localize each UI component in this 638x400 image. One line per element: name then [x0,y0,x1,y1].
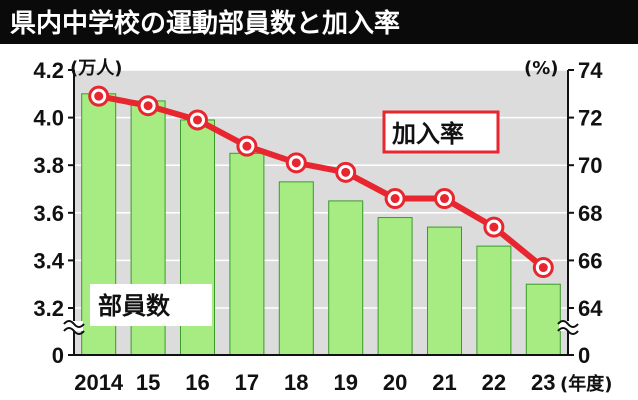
chart-title: 県内中学校の運動部員数と加入率 [10,8,400,39]
left-tick-label: 3.4 [33,248,64,273]
rate-point-inner [341,167,351,177]
axis-break-mark [63,320,85,328]
x-tick-label: 17 [235,370,259,395]
x-tick-label: 18 [284,370,308,395]
left-axis-break [65,321,83,331]
bar [278,181,314,356]
right-tick-label: 68 [578,201,602,226]
line-series-label-box [382,110,500,154]
x-tick-label: 21 [432,370,456,395]
x-tick-label: 19 [333,370,357,395]
axes: 4.2 4.0 3.8 3.6 3.4 3.2 0 74 72 70 68 66 64 0 2014 15 16… [33,58,603,395]
x-tick-label: 22 [482,370,506,395]
right-tick-label: 72 [578,106,602,131]
left-tick-label: 0 [52,343,64,368]
rate-point-inner [291,158,301,168]
bar [377,217,413,356]
right-axis-break [559,321,577,331]
bar-series-label: 部員数 [98,292,171,320]
x-tick-label: 20 [383,370,407,395]
rate-line-path [98,93,546,270]
rate-point-inner [390,194,400,204]
bar [525,283,561,356]
rate-point-inner [440,194,449,204]
right-axis-unit: (%) [524,58,559,79]
right-tick-label: 70 [578,153,602,178]
axis-break-mark [557,327,579,335]
bar [328,200,364,356]
bar-series-label-box [90,284,212,326]
rate-point-inner [94,91,104,101]
x-tick-label: 2014 [74,370,124,395]
rate-point-inner [538,263,548,273]
rate-point-inner [242,141,252,151]
left-axis-unit: (万人) [70,58,122,79]
right-tick-label: 64 [578,296,603,321]
left-tick-label: 4.2 [33,58,64,83]
right-tick-label: 74 [578,58,603,83]
left-tick-label: 3.2 [33,296,64,321]
bar [229,152,265,356]
axis-break-mark [63,327,85,335]
x-axis-unit: (年度) [560,373,612,395]
left-tick-label: 3.8 [33,153,64,178]
x-tick-label: 23 [531,370,555,395]
line-series-label: 加入率 [392,120,464,148]
x-tick-label: 15 [136,370,160,395]
bar [427,226,462,356]
bar [476,245,512,356]
left-tick-label: 4.0 [33,106,64,131]
rate-point-inner [489,222,499,232]
axis-break-mark [557,320,579,328]
rate-point-inner [193,115,202,125]
right-tick-label: 0 [578,343,590,368]
left-tick-label: 3.6 [33,201,64,226]
rate-line [88,85,554,279]
right-tick-label: 66 [578,248,602,273]
title-bar [0,0,638,44]
rate-point-inner [143,101,153,111]
x-tick-label: 16 [185,370,209,395]
